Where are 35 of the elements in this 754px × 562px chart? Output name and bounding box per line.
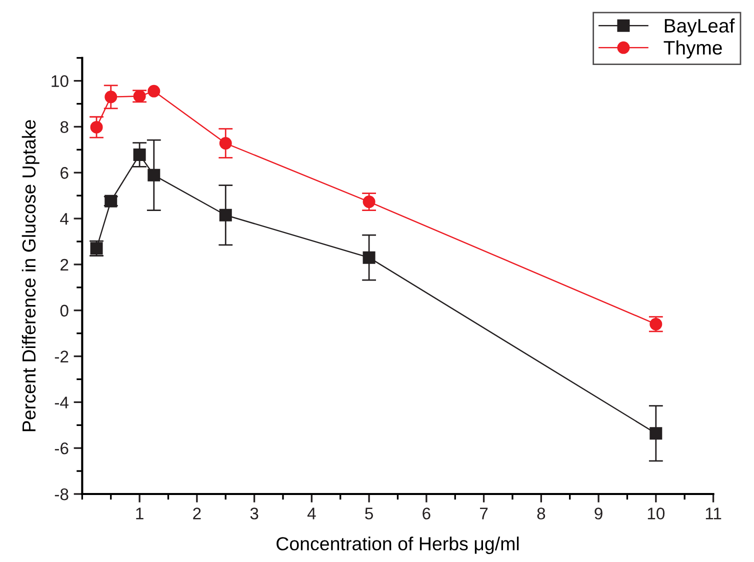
x-tick-label: 11	[706, 508, 722, 520]
point	[650, 427, 662, 440]
point	[148, 168, 160, 182]
y-tick-label: -8	[54, 488, 68, 500]
y-tick-label: 0	[60, 304, 68, 317]
x-tick-label: 4	[307, 508, 316, 520]
point	[219, 137, 232, 150]
x-tick-label: 3	[250, 508, 258, 520]
legend-label: Thyme	[664, 40, 722, 59]
y-tick-label: 10	[52, 75, 68, 88]
x-tick-label: 10	[648, 508, 665, 520]
y-axis-title: Percent Difference in Glucose Uptake	[22, 120, 40, 432]
y-tick-label: -2	[54, 350, 68, 362]
y-tick-label: -6	[54, 442, 68, 454]
x-tick-label: 8	[537, 508, 546, 520]
y-tick-label: 6	[60, 167, 68, 179]
y-tick-label: 4	[60, 213, 69, 225]
x-tick-label: 5	[365, 508, 373, 520]
x-tick-label: 6	[422, 508, 430, 520]
point	[148, 84, 160, 98]
point	[219, 208, 232, 222]
y-tick-label: -4	[54, 396, 69, 408]
x-tick-label: 1	[136, 508, 144, 520]
x-tick-label: 2	[193, 508, 201, 520]
x-tick-label: 7	[480, 508, 488, 520]
x-tick-label: 9	[594, 508, 602, 520]
point	[104, 90, 118, 104]
x-axis-title: Concentration of Herbs μg/ml	[276, 536, 519, 554]
point	[362, 196, 376, 208]
point	[133, 148, 146, 161]
legend-label: BayLeaf	[664, 18, 735, 36]
point	[90, 120, 103, 134]
point	[362, 251, 376, 264]
y-tick-label: 2	[60, 258, 68, 271]
y-tick-label: 8	[60, 121, 68, 133]
